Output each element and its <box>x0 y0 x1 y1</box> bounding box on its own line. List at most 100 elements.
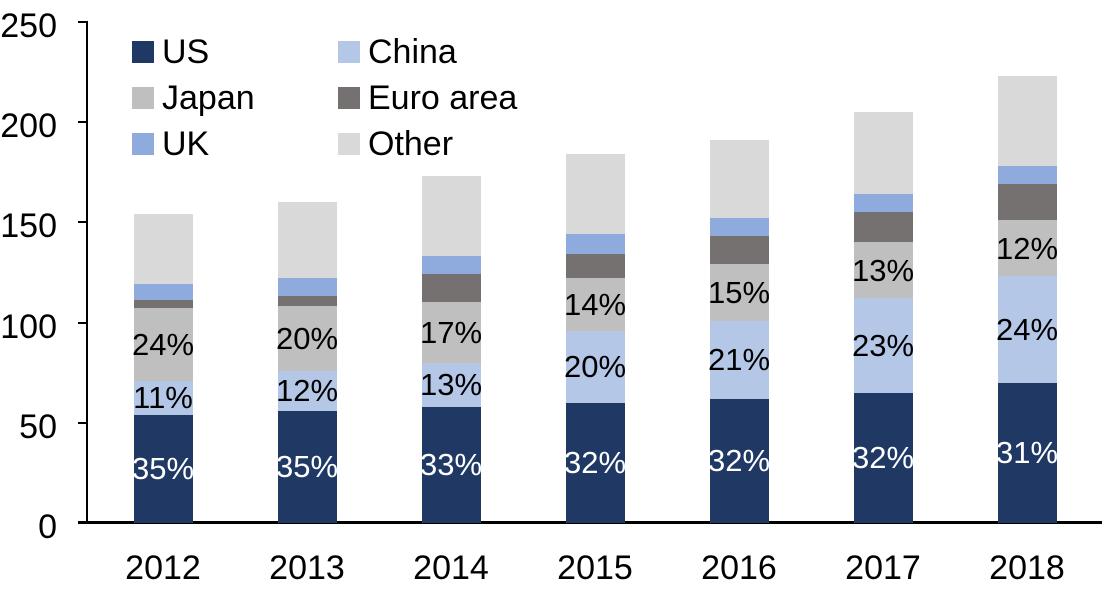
legend-item-other: Other <box>338 127 453 161</box>
bar-segment-2015-other <box>565 154 625 235</box>
segment-label-2017-us: 32% <box>851 440 915 476</box>
bar-segment-2013-euro-area <box>277 296 337 307</box>
segment-label-2018-china: 24% <box>995 312 1059 348</box>
bar-segment-2012-japan: 24% <box>131 308 195 381</box>
segment-label-2014-us: 33% <box>419 447 483 483</box>
y-tick-250 <box>78 20 87 23</box>
bar-segment-2017-us: 32% <box>851 392 915 523</box>
bar-group-2017: 32% 23% 13% <box>851 112 915 523</box>
bar-segment-2013-uk <box>277 278 337 297</box>
segment-label-2013-china: 12% <box>275 373 339 409</box>
bar-segment-2017-japan: 13% <box>851 242 915 299</box>
segment-label-2017-china: 23% <box>851 328 915 364</box>
x-axis-label-2017: 2017 <box>845 549 921 587</box>
segment-label-2012-china: 11% <box>133 380 193 416</box>
segment-label-2015-china: 20% <box>563 349 627 385</box>
legend-label-uk: UK <box>162 125 210 163</box>
bar-group-2018: 31% 24% 12% <box>995 75 1059 523</box>
y-tick-label-100: 100 <box>0 307 57 346</box>
bar-segment-2016-china: 21% <box>708 320 770 399</box>
bar-segment-2016-japan: 15% <box>707 264 771 321</box>
bar-segment-2017-china: 23% <box>851 298 915 393</box>
x-axis-label-2018: 2018 <box>989 549 1065 587</box>
y-tick-label-150: 150 <box>0 207 57 246</box>
segment-label-2015-us: 32% <box>563 445 627 481</box>
y-tick-label-200: 200 <box>0 107 57 145</box>
y-tick-label-50: 50 <box>19 407 57 446</box>
legend-label-us: US <box>162 33 210 71</box>
legend-swatch-japan <box>132 87 154 109</box>
legend-label-china: China <box>368 33 457 71</box>
bar-segment-2016-other <box>709 140 769 219</box>
bar-segment-2012-china: 11% <box>133 380 193 416</box>
segment-label-2015-japan: 14% <box>563 286 627 322</box>
x-axis-label-2013: 2013 <box>269 549 345 587</box>
bar-segment-2018-uk <box>997 166 1057 185</box>
y-tick-100 <box>78 321 87 324</box>
x-axis-label-2014: 2014 <box>413 549 489 587</box>
y-tick-label-0: 0 <box>38 508 57 546</box>
legend-label-euro-area: Euro area <box>368 79 518 117</box>
bar-segment-2015-us: 32% <box>563 402 627 523</box>
bar-segment-2017-other <box>853 112 913 195</box>
bar-segment-2016-us: 32% <box>707 398 771 523</box>
bar-segment-2016-uk <box>709 218 769 237</box>
bar-segment-2014-us: 33% <box>419 406 483 523</box>
bar-segment-2015-uk <box>565 234 625 255</box>
bar-segment-2012-us: 35% <box>131 414 195 523</box>
legend-swatch-china <box>338 41 360 63</box>
legend-swatch-other <box>338 133 360 155</box>
bar-segment-2012-other <box>133 214 193 285</box>
bar-group-2016: 32% 21% 15% <box>707 140 771 523</box>
bar-segment-2015-euro-area <box>565 254 625 279</box>
legend-label-other: Other <box>368 125 454 163</box>
bar-segment-2013-us: 35% <box>275 410 339 523</box>
bar-segment-2018-other <box>997 75 1057 167</box>
legend-item-china: China <box>338 35 457 69</box>
segment-label-2013-us: 35% <box>275 449 339 485</box>
bar-segment-2018-japan: 12% <box>995 220 1059 277</box>
y-tick-150 <box>78 221 87 224</box>
legend-swatch-euro-area <box>338 87 360 109</box>
bar-segment-2014-euro-area <box>421 274 481 303</box>
x-axis-label-2016: 2016 <box>701 549 777 587</box>
legend-swatch-uk <box>132 133 154 155</box>
segment-label-2016-japan: 15% <box>707 274 771 310</box>
y-tick-50 <box>78 421 87 424</box>
bar-segment-2012-euro-area <box>133 300 193 309</box>
bar-segment-2013-other <box>277 202 337 279</box>
bar-segment-2018-china: 24% <box>995 276 1059 383</box>
segment-label-2012-japan: 24% <box>131 327 195 363</box>
bar-segment-2013-japan: 20% <box>275 306 339 371</box>
x-axis-label-2012: 2012 <box>125 549 201 587</box>
legend-item-uk: UK <box>132 127 209 161</box>
bar-segment-2014-japan: 17% <box>420 302 482 363</box>
bar-segment-2018-euro-area <box>997 184 1057 221</box>
bar-group-2012: 35% 11% 24% <box>131 214 195 523</box>
y-tick-label-250: 250 <box>0 6 57 45</box>
segment-label-2017-japan: 13% <box>851 252 915 288</box>
y-tick-0 <box>78 522 87 524</box>
legend-item-japan: Japan <box>132 81 255 115</box>
bar-segment-2018-us: 31% <box>996 382 1058 523</box>
bar-segment-2015-china: 20% <box>563 330 627 403</box>
bar-segment-2015-japan: 14% <box>563 278 627 331</box>
bar-segment-2016-euro-area <box>709 236 769 265</box>
bar-group-2013: 35% 12% 20% <box>275 202 339 523</box>
bar-segment-2017-euro-area <box>853 212 913 243</box>
bar-segment-2012-uk <box>133 284 193 301</box>
legend-item-us: US <box>132 35 209 69</box>
segment-label-2018-japan: 12% <box>995 230 1059 266</box>
segment-label-2014-china: 13% <box>419 367 483 403</box>
bar-segment-2017-uk <box>853 194 913 213</box>
y-tick-200 <box>78 121 87 123</box>
segment-label-2012-us: 35% <box>131 451 195 487</box>
segment-label-2013-japan: 20% <box>275 321 339 357</box>
legend-item-euro-area: Euro area <box>338 81 517 115</box>
segment-label-2016-us: 32% <box>707 443 771 479</box>
y-axis-line <box>86 21 88 524</box>
bar-segment-2014-other <box>421 176 481 257</box>
bar-group-2014: 33% 13% 17% <box>419 176 483 523</box>
bar-group-2015: 32% 20% 14% <box>563 154 627 523</box>
